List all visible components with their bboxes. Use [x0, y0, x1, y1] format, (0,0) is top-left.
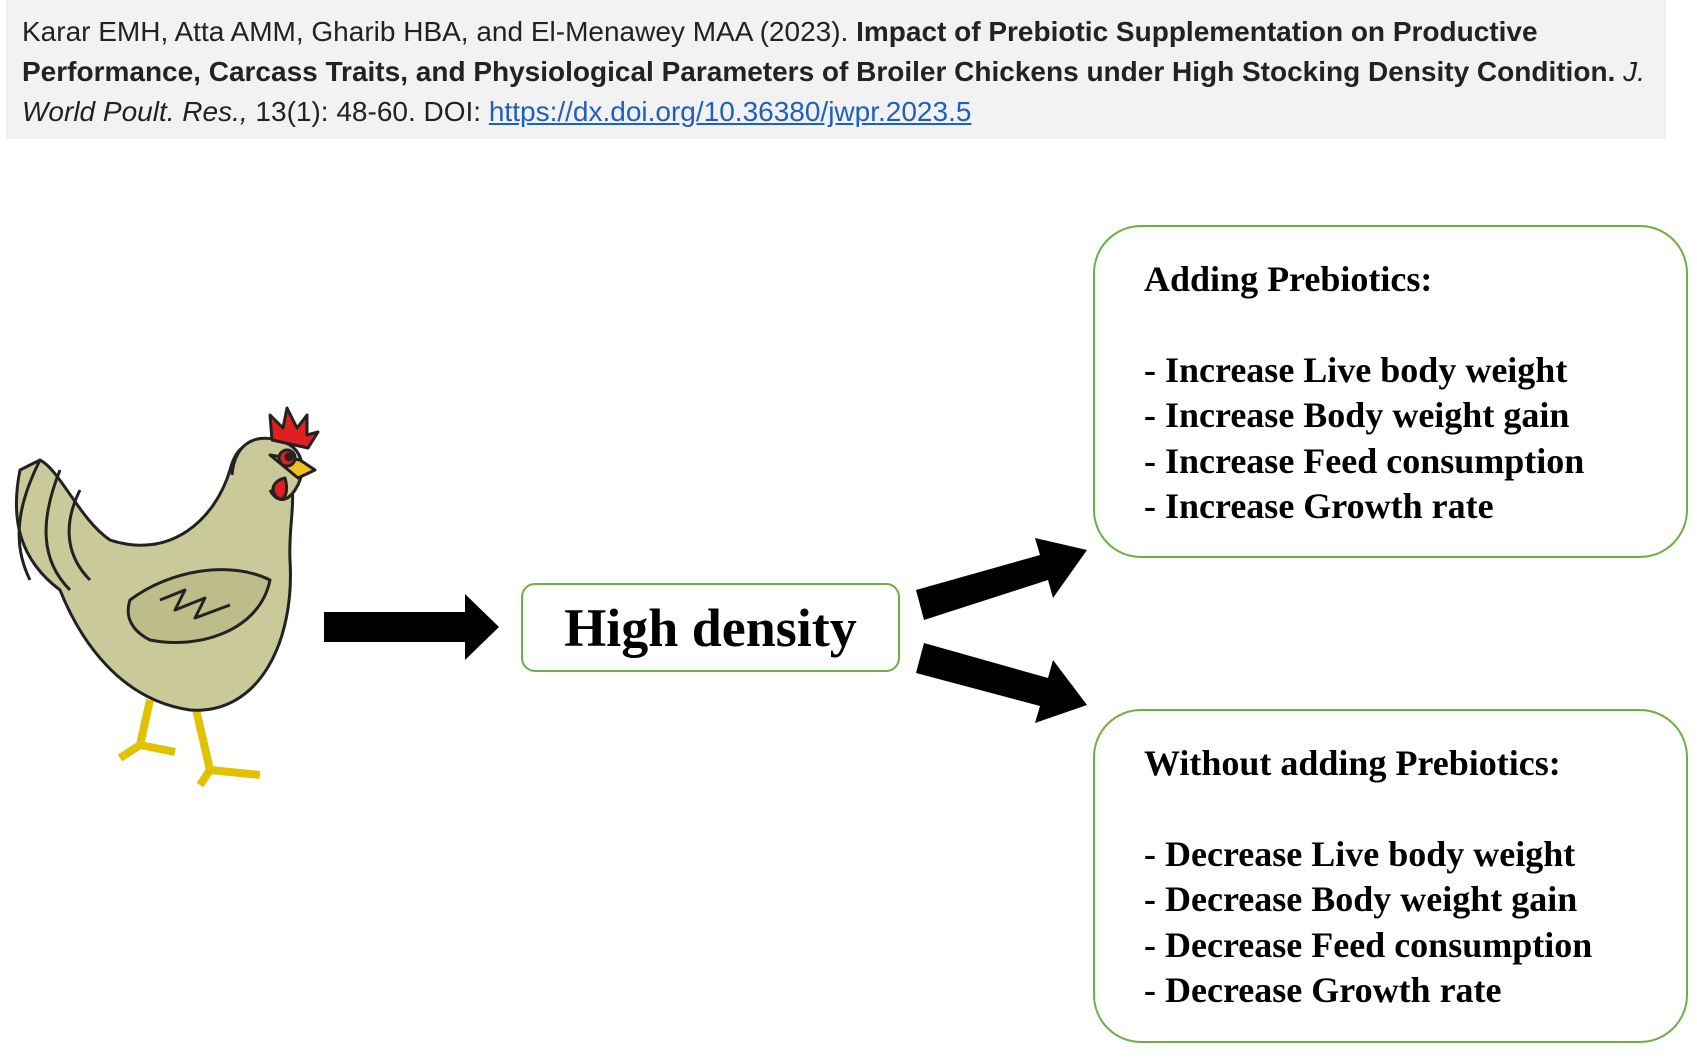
- volume: 13(1): 48-60. DOI:: [255, 96, 482, 127]
- chicken-illustration: [14, 406, 320, 788]
- outcome-item: - Decrease Feed consumption: [1144, 924, 1593, 965]
- outcome-item: - Increase Growth rate: [1144, 486, 1494, 526]
- citation: Karar EMH, Atta AMM, Gharib HBA, and El-…: [6, 0, 1666, 139]
- doi-link[interactable]: https://dx.doi.org/10.36380/jwpr.2023.5: [488, 96, 972, 127]
- outcome-item: - Increase Live body weight: [1144, 349, 1568, 390]
- outcome-item: - Increase Body weight gain: [1144, 395, 1570, 435]
- outcome-item: - Decrease Body weight gain: [1144, 879, 1578, 919]
- outcome-item: - Decrease Live body weight: [1144, 833, 1576, 874]
- outcome-item: - Decrease Growth rate: [1144, 970, 1502, 1010]
- outcome-item: - Increase Feed consumption: [1144, 440, 1585, 481]
- arrow-down-right: [916, 643, 1087, 723]
- arrow-right: [324, 594, 499, 660]
- authors: Karar EMH, Atta AMM, Gharib HBA, and El-…: [22, 16, 849, 47]
- article-title: Impact of Prebiotic Supplementation on P…: [22, 16, 1616, 87]
- center-label: High density: [564, 597, 857, 658]
- journal: J. World Poult. Res.,: [22, 56, 1645, 127]
- outcome-box: Adding Prebiotics: - Increase Live body w…: [1093, 225, 1688, 558]
- center-box: High density: [521, 583, 900, 672]
- outcome-heading: Adding Prebiotics:: [1144, 259, 1433, 299]
- arrow-up-right: [916, 538, 1087, 620]
- outcome-box: Without adding Prebiotics: - Decrease Liv…: [1093, 709, 1688, 1043]
- outcome-heading: Without adding Prebiotics:: [1144, 743, 1561, 783]
